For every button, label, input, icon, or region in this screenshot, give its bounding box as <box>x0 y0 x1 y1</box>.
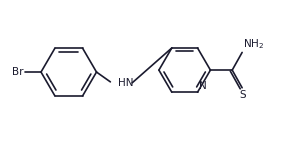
Text: S: S <box>240 90 246 100</box>
Text: N: N <box>198 81 206 91</box>
Text: HN: HN <box>118 78 134 88</box>
Text: NH$_2$: NH$_2$ <box>243 38 264 51</box>
Text: Br: Br <box>12 67 23 77</box>
